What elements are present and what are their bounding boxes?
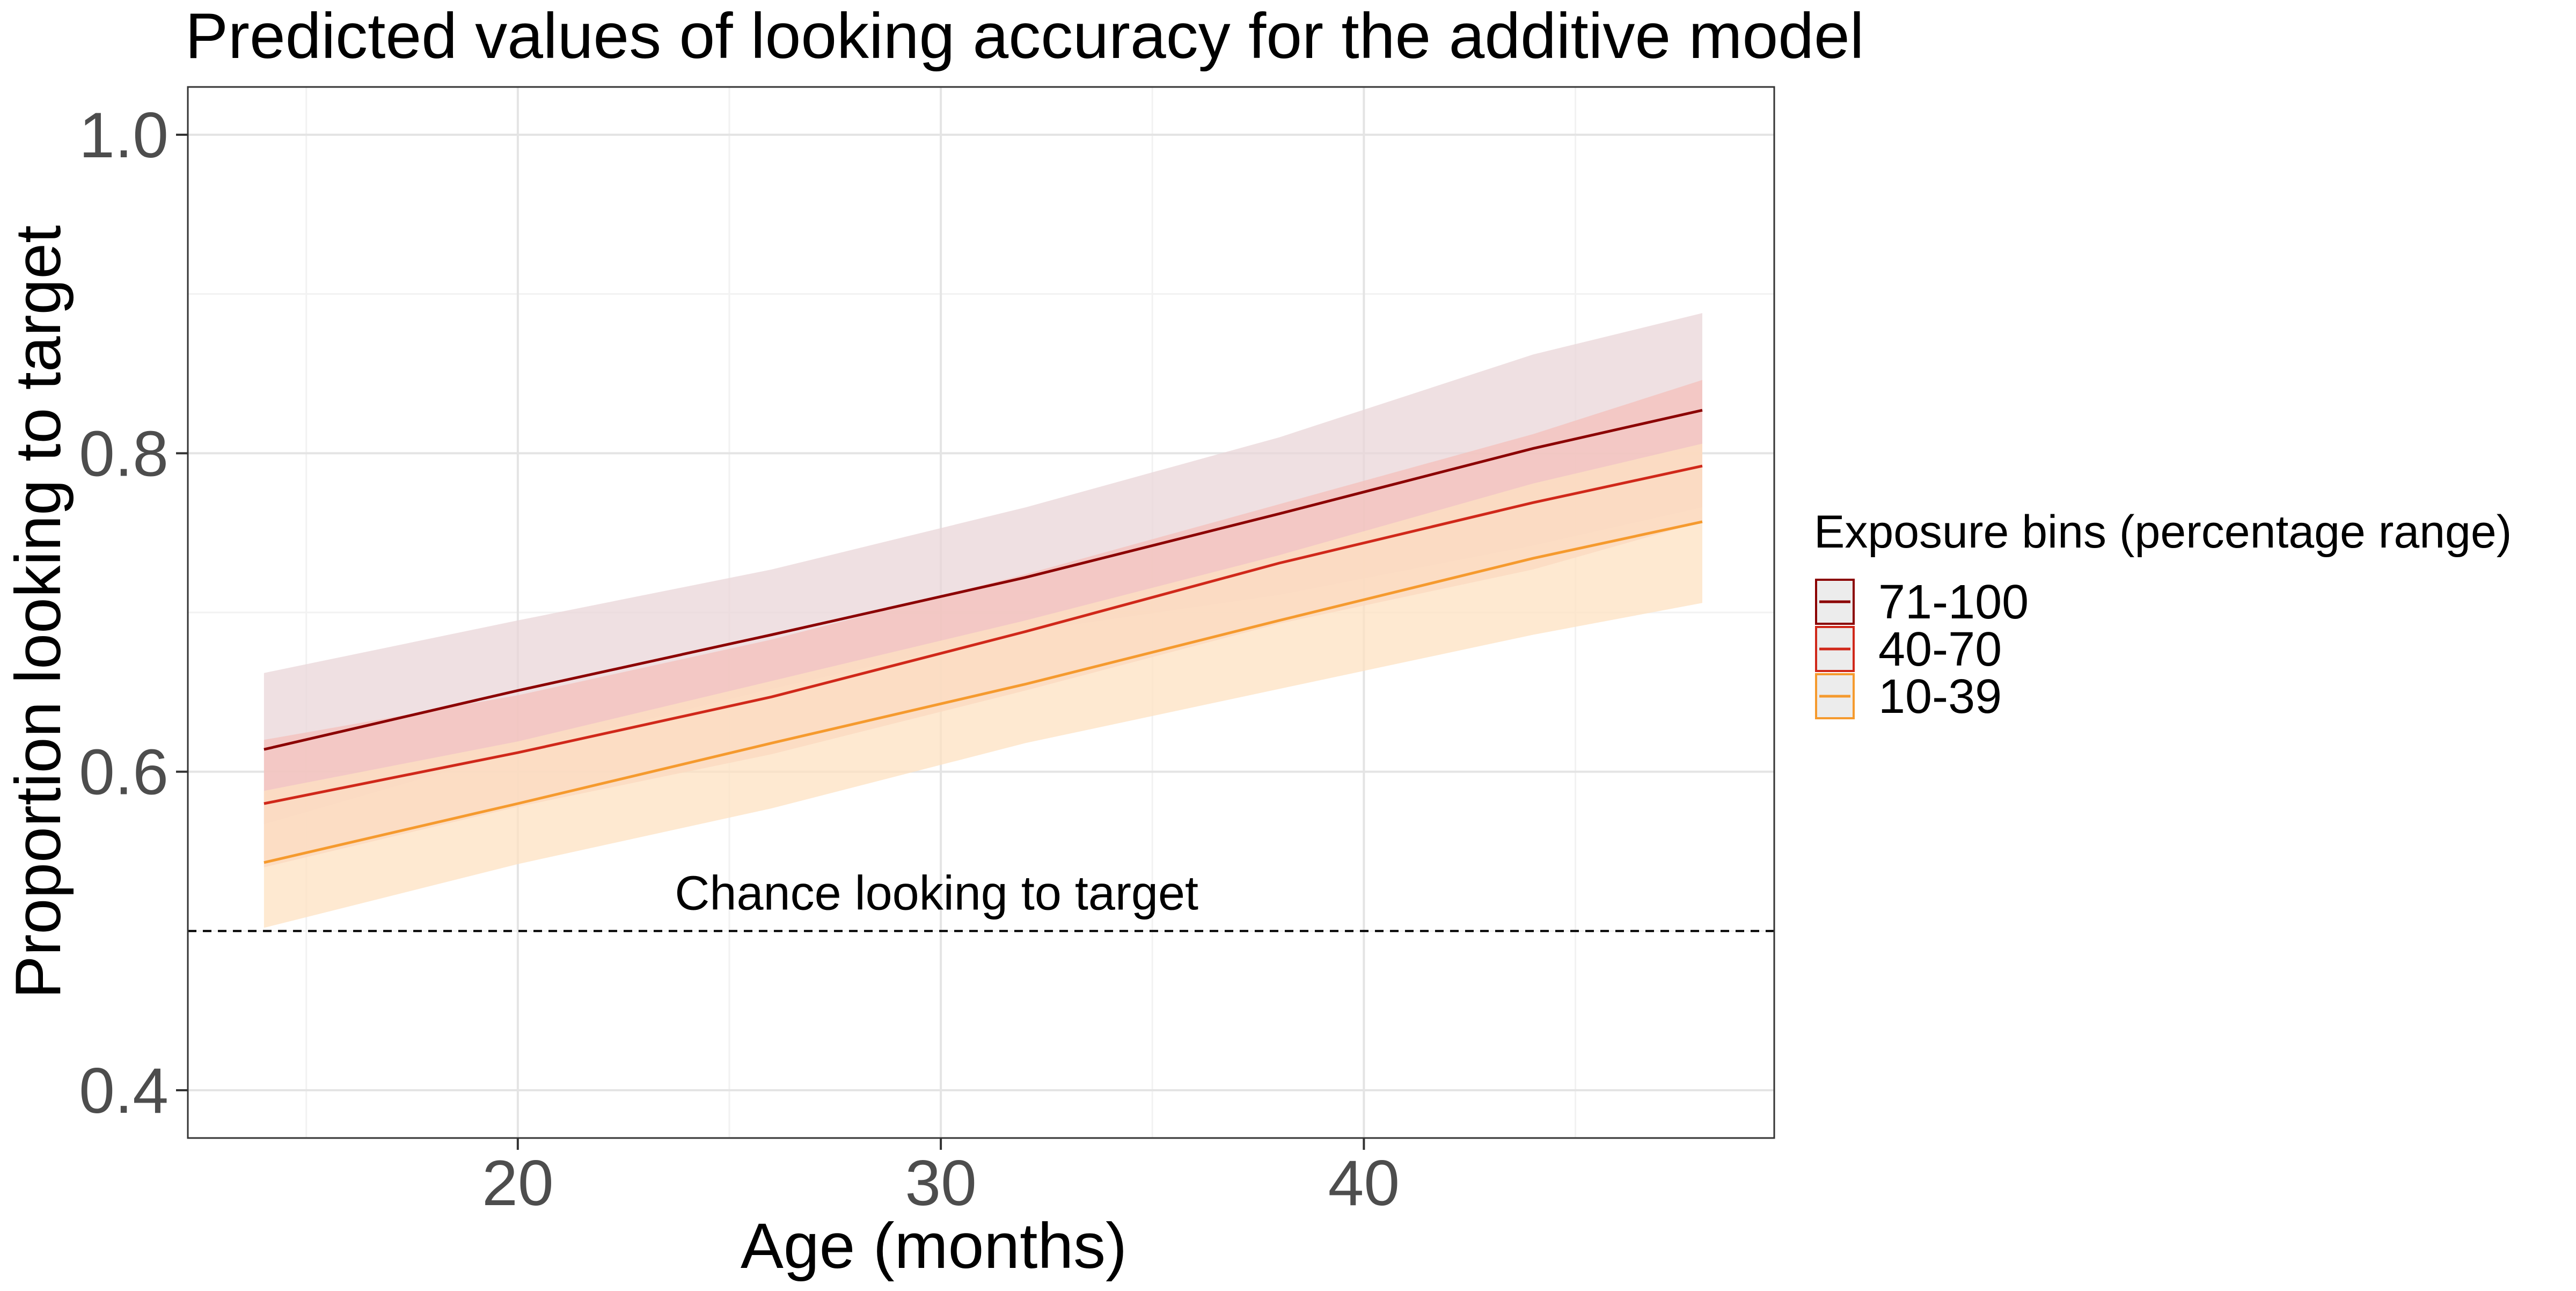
chart-title: Predicted values of looking accuracy for…: [185, 0, 1864, 72]
chance-reference: Chance looking to target: [188, 866, 1774, 932]
confidence-band-10-39: [264, 443, 1703, 928]
plot-border: [187, 86, 1775, 1139]
legend-label-71-100: 71-100: [1878, 575, 2029, 629]
legend-label-40-70: 40-70: [1878, 623, 2002, 676]
series-line-71-100: [264, 409, 1703, 751]
y-tick-label: 0.4: [79, 1055, 169, 1127]
x-tick-label: 20: [482, 1147, 553, 1219]
legend-title: Exposure bins (percentage range): [1814, 506, 2512, 558]
confidence-bands: [264, 313, 1703, 928]
legend-label-10-39: 10-39: [1878, 670, 2002, 724]
x-tick-label: 40: [1328, 1147, 1400, 1219]
y-tick-label: 0.8: [79, 418, 169, 490]
y-axis-label: Proportion looking to target: [2, 225, 74, 999]
x-axis: 20 30 40: [482, 1138, 1400, 1219]
series-line-40-70: [264, 464, 1703, 805]
y-axis: 0.4 0.6 0.8 1.0: [79, 99, 188, 1127]
y-tick-label: 0.6: [79, 736, 169, 808]
x-tick-label: 30: [905, 1147, 976, 1219]
x-axis-label: Age (months): [741, 1210, 1127, 1282]
series-line-10-39: [264, 520, 1703, 864]
legend: Exposure bins (percentage range) 71-1004…: [1814, 506, 2512, 724]
y-tick-label: 1.0: [79, 99, 169, 171]
chance-label: Chance looking to target: [675, 866, 1198, 920]
series-lines: [264, 409, 1703, 864]
